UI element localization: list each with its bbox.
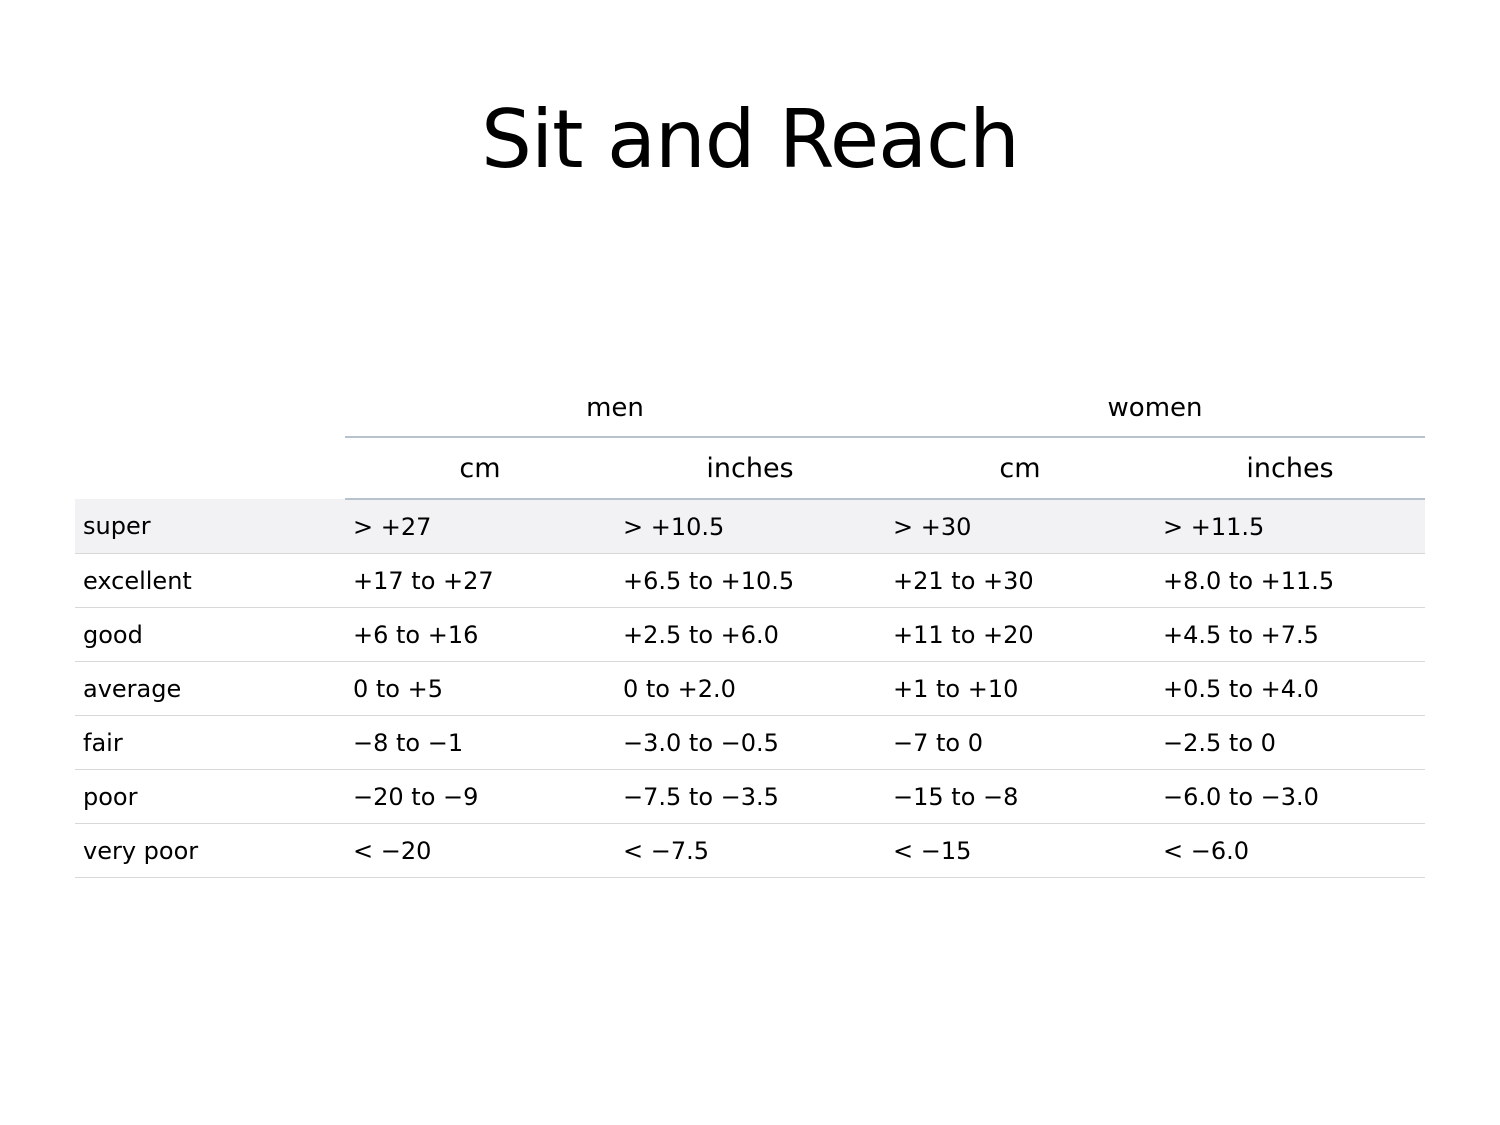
row-label: poor [75,769,345,824]
row-label: fair [75,715,345,770]
table-cell: +2.5 to +6.0 [615,607,885,662]
unit-header-women-cm: cm [885,437,1155,500]
row-label: average [75,661,345,716]
table-cell: −20 to −9 [345,769,615,824]
table-cell: < −6.0 [1155,823,1426,878]
unit-header-men-cm: cm [345,437,615,500]
table-cell: +4.5 to +7.5 [1155,607,1426,662]
table-row: very poor < −20 < −7.5 < −15 < −6.0 [75,823,1426,878]
table-row: poor −20 to −9 −7.5 to −3.5 −15 to −8 −6… [75,769,1426,824]
table-cell: −2.5 to 0 [1155,715,1426,770]
table-cell: < −7.5 [615,823,885,878]
row-label: excellent [75,553,345,608]
table-cell: −8 to −1 [345,715,615,770]
table-row: good +6 to +16 +2.5 to +6.0 +11 to +20 +… [75,607,1426,662]
table-cell: +6 to +16 [345,607,615,662]
table-cell: −7.5 to −3.5 [615,769,885,824]
table-cell: −3.0 to −0.5 [615,715,885,770]
table-cell: −15 to −8 [885,769,1155,824]
table-cell: < −15 [885,823,1155,878]
unit-header-women-inches: inches [1155,437,1426,500]
row-label: very poor [75,823,345,878]
table-cell: > +10.5 [615,499,885,554]
table-cell: > +30 [885,499,1155,554]
table-cell: +0.5 to +4.0 [1155,661,1426,716]
row-label: good [75,607,345,662]
table-cell: > +11.5 [1155,499,1426,554]
corner-cell [75,380,345,437]
unit-header-row: cm inches cm inches [75,437,1426,500]
group-header-women: women [885,380,1426,438]
rating-table: men women cm inches cm inches super > +2… [75,380,1426,878]
table-cell: +8.0 to +11.5 [1155,553,1426,608]
table-cell: 0 to +5 [345,661,615,716]
table-cell: +17 to +27 [345,553,615,608]
table-cell: +1 to +10 [885,661,1155,716]
table-cell: < −20 [345,823,615,878]
table-row: average 0 to +5 0 to +2.0 +1 to +10 +0.5… [75,661,1426,716]
rating-table-container: men women cm inches cm inches super > +2… [75,380,1426,878]
table-row: super > +27 > +10.5 > +30 > +11.5 [75,499,1426,554]
table-row: fair −8 to −1 −3.0 to −0.5 −7 to 0 −2.5 … [75,715,1426,770]
table-cell: +11 to +20 [885,607,1155,662]
group-header-row: men women [75,380,1426,438]
unit-header-men-inches: inches [615,437,885,500]
table-row: excellent +17 to +27 +6.5 to +10.5 +21 t… [75,553,1426,608]
corner-cell [75,437,345,499]
table-cell: −6.0 to −3.0 [1155,769,1426,824]
slide-title: Sit and Reach [481,93,1020,186]
table-cell: +6.5 to +10.5 [615,553,885,608]
table-cell: > +27 [345,499,615,554]
table-cell: +21 to +30 [885,553,1155,608]
table-cell: 0 to +2.0 [615,661,885,716]
table-cell: −7 to 0 [885,715,1155,770]
group-header-men: men [345,380,885,438]
row-label: super [75,499,345,554]
